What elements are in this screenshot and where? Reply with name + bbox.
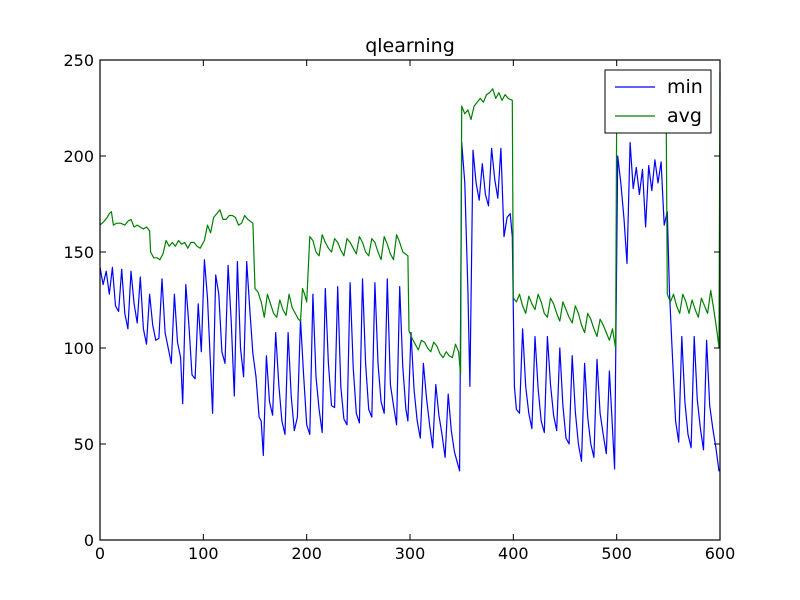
x-tick-label-500: 500 [601, 544, 632, 563]
x-tick-label-300: 300 [395, 544, 426, 563]
series-line-min [99, 142, 721, 472]
x-tick-label-0: 0 [95, 544, 105, 563]
x-tick-label-600: 600 [705, 544, 736, 563]
y-tick-label-250: 250 [63, 51, 94, 70]
y-tick-label-50: 50 [74, 435, 94, 454]
y-tick-label-0: 0 [84, 531, 94, 550]
legend-label-min: min [667, 76, 703, 98]
legend-box [604, 69, 712, 134]
y-tick-label-100: 100 [63, 339, 94, 358]
legend: min avg [604, 69, 712, 134]
legend-label-avg: avg [667, 105, 702, 127]
y-tick-label-150: 150 [63, 243, 94, 262]
y-tick-label-200: 200 [63, 147, 94, 166]
tick-layer: 0 100 200 300 400 500 600 0 50 100 150 200 250 [63, 51, 735, 563]
x-tick-label-400: 400 [498, 544, 529, 563]
x-tick-label-200: 200 [291, 544, 322, 563]
x-tick-label-100: 100 [188, 544, 219, 563]
chart-title: qlearning [365, 35, 455, 57]
